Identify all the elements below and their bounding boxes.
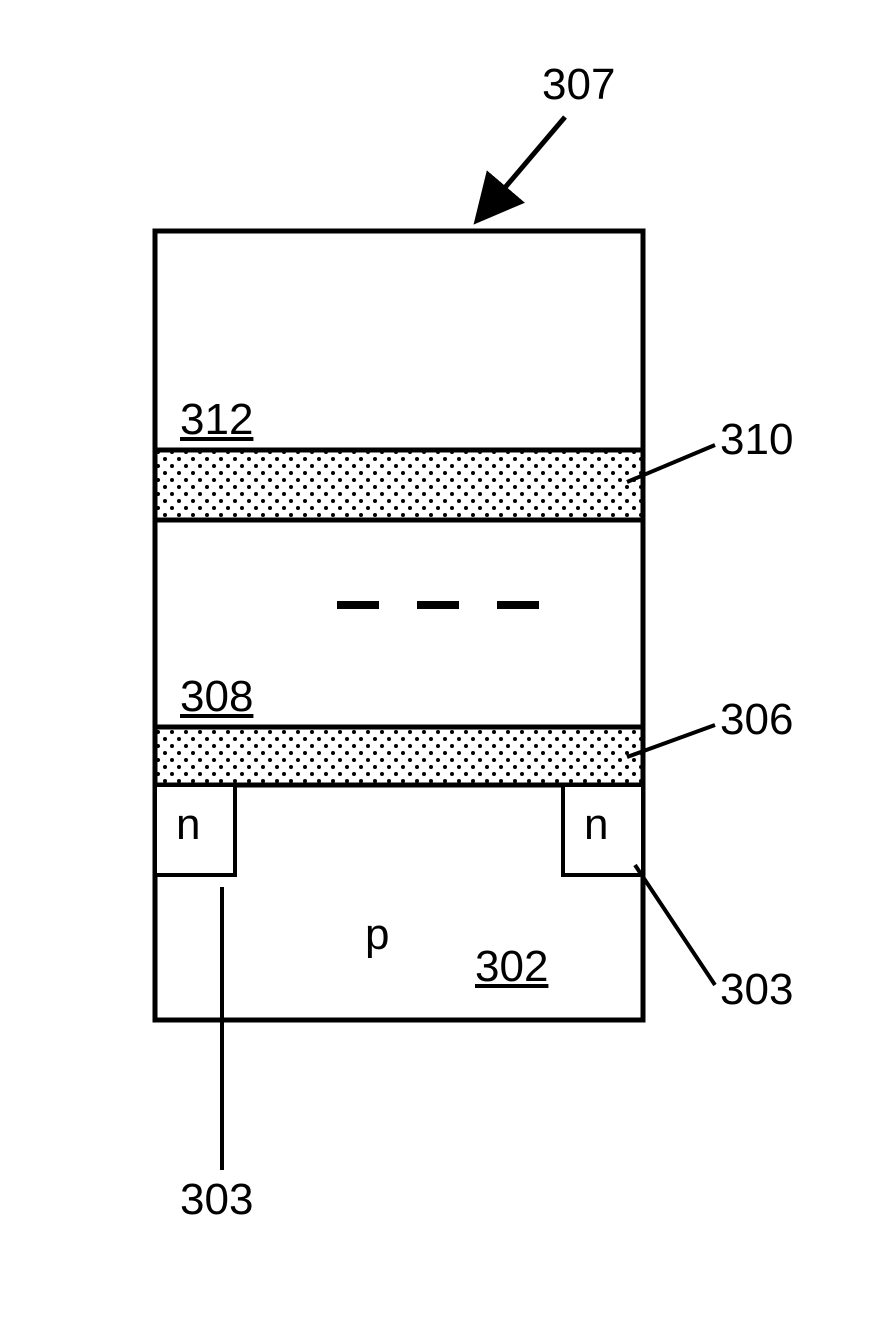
label-306: 306: [720, 695, 793, 745]
label-312: 312: [180, 395, 253, 445]
label-308: 308: [180, 672, 253, 722]
label-307: 307: [542, 60, 615, 110]
outer-rect: [155, 231, 643, 1020]
arrow-307: [480, 117, 565, 217]
label-n-right: n: [584, 800, 608, 850]
layer-306: [155, 727, 643, 785]
diagram-container: 307 312 310 308 306 302 303 303 n n p: [0, 0, 876, 1320]
label-n-left: n: [176, 800, 200, 850]
label-p: p: [365, 910, 389, 960]
label-303-right: 303: [720, 965, 793, 1015]
label-302: 302: [475, 942, 548, 992]
layer-310: [155, 450, 643, 520]
label-310: 310: [720, 415, 793, 465]
diagram-svg: [0, 0, 876, 1320]
leader-303-right: [635, 865, 715, 985]
label-303-left: 303: [180, 1175, 253, 1225]
